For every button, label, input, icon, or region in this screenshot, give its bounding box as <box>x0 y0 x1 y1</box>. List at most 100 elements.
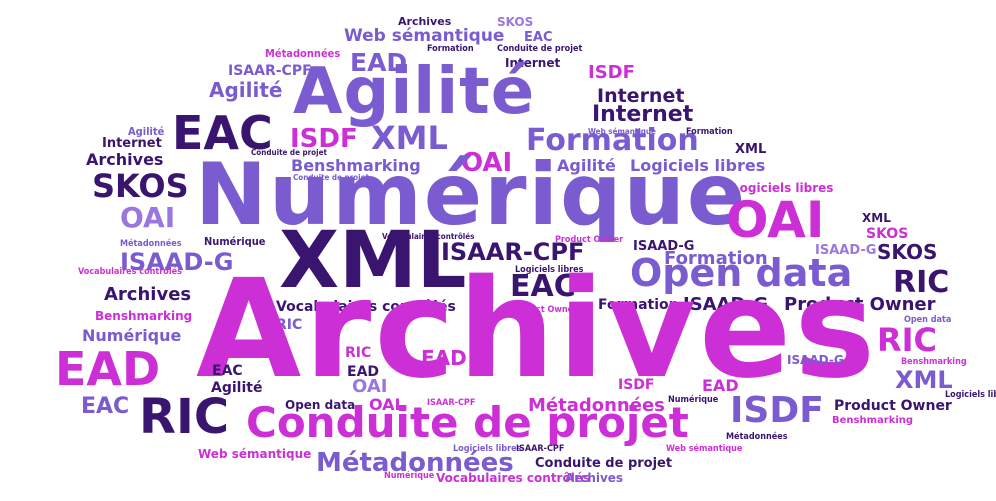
word: Open data <box>285 398 356 412</box>
word: RIC <box>877 321 938 359</box>
word: Benshmarking <box>901 357 967 367</box>
word: Vocabulaires contrôlés <box>78 267 182 277</box>
word: Conduite de projet <box>246 398 689 447</box>
word: RIC <box>345 345 372 361</box>
word: ISAAD-G <box>787 353 844 367</box>
word: SKOS <box>877 240 938 264</box>
word: RIC <box>893 265 950 300</box>
word: Formation <box>664 248 768 269</box>
word: Web sémantique <box>666 444 743 454</box>
word: Numérique <box>82 326 182 345</box>
word: OAI <box>369 395 401 414</box>
word: Open data <box>904 315 952 325</box>
word: EAC <box>172 106 273 160</box>
word: RIC <box>276 317 303 333</box>
word: Numérique <box>384 471 435 481</box>
word: Conduite de projet <box>251 148 327 157</box>
word: Archives <box>196 251 879 409</box>
word: Web sémantique <box>344 26 505 46</box>
word: EAC <box>510 269 576 304</box>
word: Formation <box>526 123 699 158</box>
word: Logiciels libres <box>630 156 766 175</box>
word: OAI <box>120 201 176 234</box>
word: Agilité <box>293 55 536 129</box>
word: ISAAR-CPF <box>228 63 312 79</box>
word: Benshmarking <box>95 309 193 323</box>
word: Archives <box>565 471 624 485</box>
word: OAI <box>352 376 388 397</box>
word: EAC <box>524 30 553 45</box>
word: Agilité <box>209 78 283 102</box>
word: ISAAD-G <box>120 248 234 276</box>
word: XML <box>279 216 467 306</box>
word: ISDF <box>730 390 824 431</box>
word: Archives <box>398 15 452 28</box>
word: Métadonnées <box>316 448 514 478</box>
word: ISAAD-G <box>683 294 769 315</box>
word: ISAAD-G <box>633 239 695 254</box>
word: Benshmarking <box>291 156 421 175</box>
word: Benshmarking <box>832 415 914 426</box>
word: Conduite de projet <box>497 44 583 54</box>
word: Métadonnées <box>120 239 182 249</box>
word: Internet <box>102 136 162 151</box>
word: Métadonnées <box>265 47 341 60</box>
word: OAI <box>461 148 513 178</box>
word: Product Owner <box>555 235 624 245</box>
word: Agilité <box>211 380 263 396</box>
word: Product Owner <box>509 305 578 315</box>
word: EAD <box>347 364 380 380</box>
word: EAD <box>55 342 161 396</box>
word: Internet <box>592 102 694 127</box>
word: Product Owner <box>834 398 952 414</box>
word: Conduite de projet <box>293 173 369 182</box>
word: Vocabulaires contrôlés <box>436 471 591 485</box>
word: Numérique <box>195 145 748 245</box>
word: Logiciels libres <box>515 265 584 275</box>
word: ISDF <box>618 377 655 393</box>
word: Numérique <box>204 235 266 248</box>
word: Archives <box>104 284 192 305</box>
word: Vocabulaires contrôlés <box>382 232 475 241</box>
word: Open data <box>630 251 853 295</box>
word: Métadonnées <box>528 395 665 416</box>
word: Web sémantique <box>198 447 312 461</box>
word: XML <box>895 366 953 394</box>
word: XML <box>862 211 891 225</box>
word: EAD <box>421 346 467 370</box>
word: Product Owner <box>784 294 936 315</box>
word: Internet <box>597 85 685 107</box>
word: Archives <box>86 150 164 169</box>
word: EAD <box>350 48 408 77</box>
word: Métadonnées <box>726 432 788 442</box>
word: Formation <box>427 44 474 54</box>
word: ISAAR-CPF <box>441 238 585 266</box>
word: Numérique <box>668 395 719 405</box>
word: EAC <box>81 394 130 419</box>
word: ISAAR-CPF <box>516 444 565 454</box>
word: Conduite de projet <box>535 456 673 471</box>
word: Logiciels libres <box>945 390 996 400</box>
word: XML <box>371 119 448 157</box>
word: Agilité <box>128 125 165 138</box>
word: RIC <box>139 389 230 445</box>
word: Vocabulaires contrôlés <box>276 299 456 315</box>
word: Logiciels libres <box>453 444 522 454</box>
word: ISAAR-CPF <box>427 398 476 408</box>
word: Agilité <box>557 156 616 175</box>
word: EAD <box>702 376 739 395</box>
word: EAC <box>212 363 243 379</box>
word: ISDF <box>290 124 358 154</box>
word: Formation <box>686 127 733 137</box>
word: Internet <box>505 56 561 70</box>
word: XML <box>735 142 767 157</box>
word: SKOS <box>866 226 909 242</box>
word: ISDF <box>588 62 635 83</box>
word: Web sémantique <box>588 127 656 136</box>
word: SKOS <box>497 15 534 29</box>
word: OAI <box>726 191 825 249</box>
word: ISAAD-G <box>815 243 877 258</box>
word: Formation <box>598 297 679 313</box>
word: Logiciels libres <box>732 181 834 195</box>
